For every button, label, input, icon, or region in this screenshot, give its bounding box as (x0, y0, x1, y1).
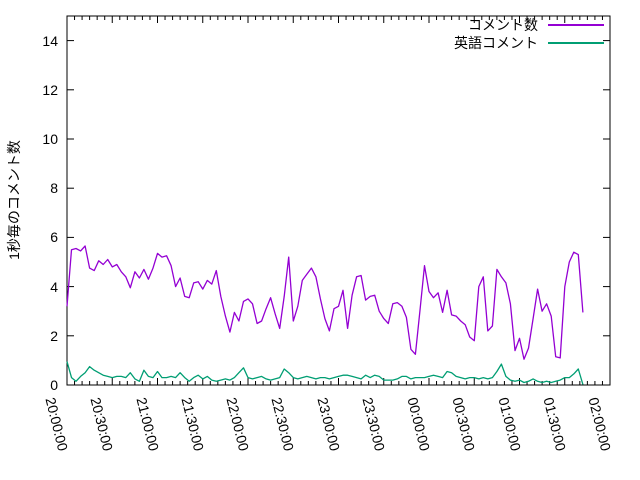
legend-label-english-comments: 英語コメント (454, 35, 538, 51)
series-line-english-comments (66, 361, 584, 385)
plot-border (66, 15, 611, 386)
legend: コメント数 英語コメント (454, 17, 604, 51)
legend-line-swatch-comments (548, 24, 604, 26)
y-tick-label: 6 (50, 229, 58, 246)
y-tick-label: 12 (42, 81, 58, 98)
y-tick-label: 8 (50, 180, 58, 197)
series-line-comments-per-sec (66, 245, 584, 360)
legend-entry-comments: コメント数 (454, 17, 604, 33)
legend-entry-english-comments: 英語コメント (454, 35, 604, 51)
y-tick-label: 14 (42, 32, 58, 49)
legend-label-comments: コメント数 (468, 17, 538, 33)
legend-line-swatch-english-comments (548, 42, 604, 44)
y-tick-label: 4 (50, 278, 58, 295)
y-tick-label: 10 (42, 131, 58, 147)
y-tick-label: 0 (50, 377, 58, 393)
y-axis-title: 1秒毎のコメント数 (6, 140, 22, 260)
y-tick-label: 2 (50, 327, 58, 344)
